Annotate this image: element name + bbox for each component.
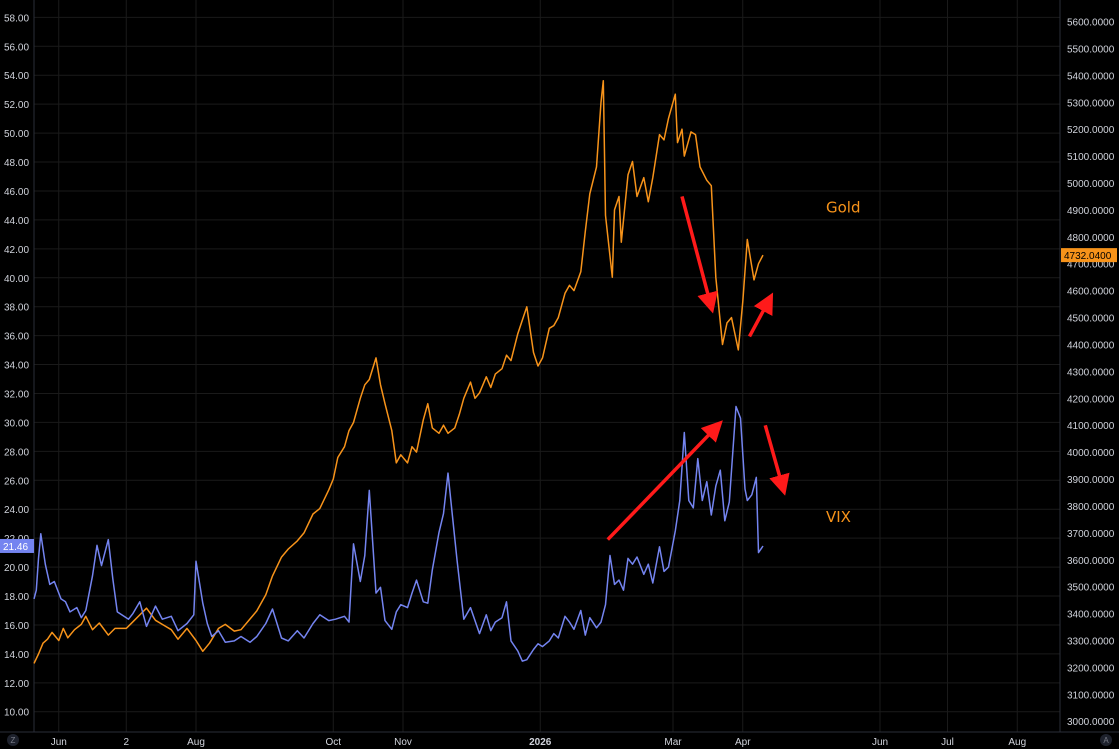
right-tick-label: 5100.0000 [1067,152,1115,163]
right-tick-label: 5600.0000 [1067,18,1115,29]
left-tick-label: 32.00 [4,389,29,400]
left-tick-label: 44.00 [4,216,29,227]
right-tick-label: 4800.0000 [1067,233,1115,244]
gold-down-arrow [680,196,718,314]
annotation-label-gold: Gold [826,199,861,217]
time-tick-label: Jun [51,737,67,748]
left-tick-label: 58.00 [4,13,29,24]
right-tick-label: 4900.0000 [1067,206,1115,217]
right-tick-label: 4400.0000 [1067,340,1115,351]
timezone-icon-bg [7,734,19,746]
gold-last-value-text: 4732.0400 [1064,251,1112,262]
right-tick-label: 3900.0000 [1067,475,1115,486]
right-tick-label: 4300.0000 [1067,367,1115,378]
right-tick-label: 4000.0000 [1067,448,1115,459]
right-tick-label: 4500.0000 [1067,314,1115,325]
left-tick-label: 18.00 [4,592,29,603]
left-price-axis[interactable]: 10.0012.0014.0016.0018.0020.0022.0024.00… [4,13,29,718]
right-tick-label: 4600.0000 [1067,287,1115,298]
right-tick-label: 3600.0000 [1067,556,1115,567]
right-tick-label: 5000.0000 [1067,179,1115,190]
annotation-labels: Gold VIX [826,199,861,527]
right-tick-label: 5500.0000 [1067,44,1115,55]
right-tick-label: 3800.0000 [1067,502,1115,513]
left-tick-label: 14.00 [4,650,29,661]
left-tick-label: 26.00 [4,476,29,487]
left-tick-label: 24.00 [4,505,29,516]
right-tick-label: 4200.0000 [1067,394,1115,405]
right-price-axis[interactable]: 3000.0000 3100.0000 3200.0000 3300.0000 3400… [1067,18,1115,729]
time-tick-label: Apr [735,737,751,748]
right-tick-label: 3400.0000 [1067,610,1115,621]
timezone-icon: Z [11,736,16,745]
left-tick-label: 56.00 [4,42,29,53]
left-tick-label: 48.00 [4,158,29,169]
time-tick-label: Nov [394,737,412,748]
left-tick-label: 30.00 [4,418,29,429]
right-tick-label: 3100.0000 [1067,690,1115,701]
time-tick-label: Aug [187,737,205,748]
annotation-arrows [606,196,790,541]
vix-last-value-badge [0,538,34,553]
time-tick-label: Mar [664,737,682,748]
left-tick-label: 54.00 [4,71,29,82]
annotation-label-vix: VIX [826,508,851,526]
time-tick-label: 2026 [529,737,552,748]
series-line-gold [33,79,764,664]
right-tick-label: 3300.0000 [1067,637,1115,648]
vix-up-arrow [606,420,723,541]
left-tick-label: 10.00 [4,708,29,719]
right-tick-label: 4100.0000 [1067,421,1115,432]
right-tick-label: 5300.0000 [1067,98,1115,109]
right-tick-label: 3500.0000 [1067,583,1115,594]
left-tick-label: 50.00 [4,129,29,140]
gold-up-arrow [747,292,774,338]
right-tick-label: 3700.0000 [1067,529,1115,540]
left-tick-label: 36.00 [4,332,29,343]
left-tick-label: 28.00 [4,447,29,458]
right-tick-label: 3200.0000 [1067,663,1115,674]
series-line-vix [33,405,764,662]
time-tick-label: Jun [872,737,888,748]
gold-last-value-badge [1061,248,1117,263]
left-tick-label: 52.00 [4,100,29,111]
vix-down-arrow [763,424,790,496]
left-tick-label: 34.00 [4,361,29,372]
left-tick-label: 20.00 [4,563,29,574]
left-tick-label: 46.00 [4,187,29,198]
series-group [33,79,764,664]
right-tick-label: 5400.0000 [1067,71,1115,82]
left-tick-label: 12.00 [4,679,29,690]
right-tick-label: 5200.0000 [1067,125,1115,136]
left-tick-label: 42.00 [4,245,29,256]
left-tick-label: 16.00 [4,621,29,632]
right-tick-label: 4700.0000 [1067,260,1115,271]
time-tick-label: Jul [941,737,954,748]
time-tick-label: Oct [325,737,341,748]
last-value-badges: 4732.0400 21.46 [0,248,1117,553]
vix-last-value-text: 21.46 [3,542,28,553]
auto-scale-icon: A [1103,736,1109,745]
grid-lines [0,0,1119,733]
left-tick-label: 40.00 [4,274,29,285]
right-tick-label: 3000.0000 [1067,717,1115,728]
left-tick-label: 38.00 [4,303,29,314]
time-tick-label: 2 [123,737,129,748]
time-tick-label: Aug [1008,737,1026,748]
time-axis[interactable]: Jun 2 Aug Oct Nov 2026 Mar Apr Jun Jul Aug [51,737,1026,748]
auto-scale-icon-bg [1100,734,1112,746]
